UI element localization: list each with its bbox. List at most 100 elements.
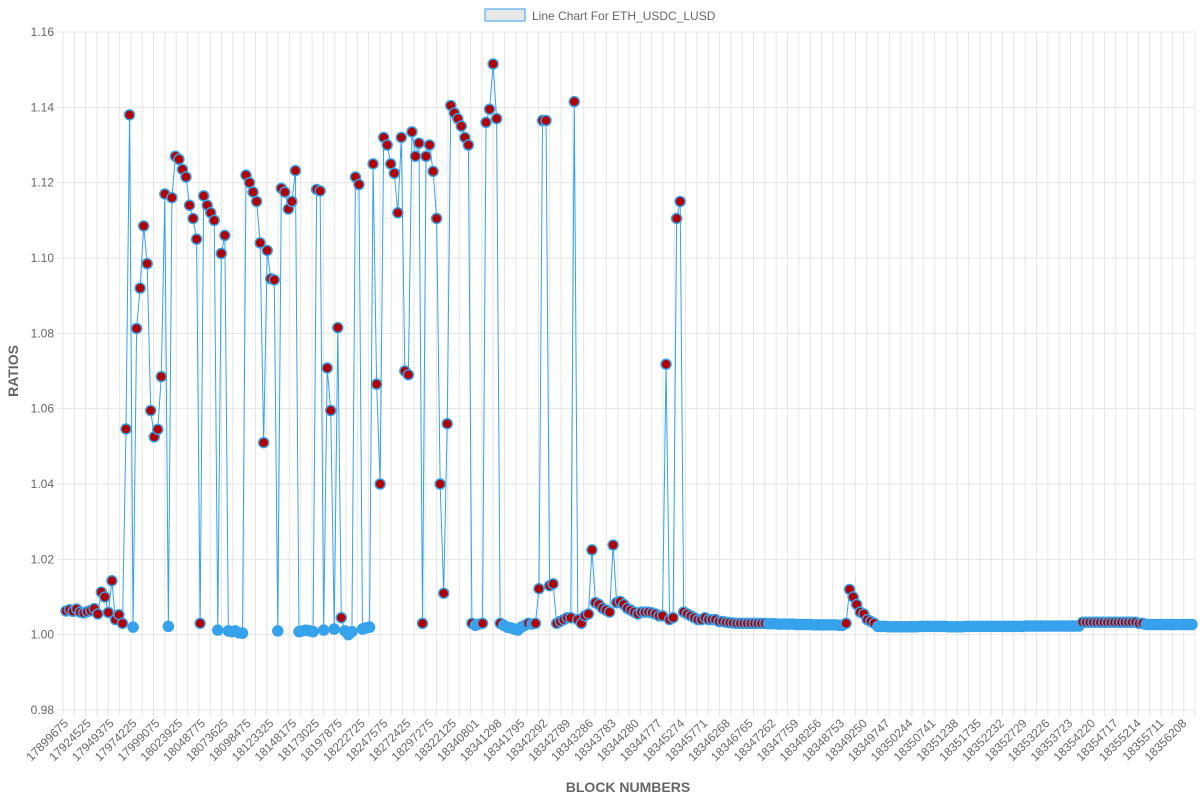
data-point[interactable] [250,195,263,208]
legend-swatch[interactable] [484,8,526,22]
data-point[interactable] [660,358,672,370]
data-point[interactable] [162,620,175,633]
data-point[interactable] [367,158,379,170]
data-point[interactable] [586,544,598,556]
data-point[interactable] [307,625,319,638]
data-point[interactable] [406,126,418,138]
data-point[interactable] [384,158,397,170]
data-point[interactable] [346,625,358,638]
data-point[interactable] [180,171,192,183]
data-point[interactable] [441,417,453,430]
data-point[interactable] [272,625,284,637]
data-point[interactable] [370,378,383,390]
data-point[interactable] [533,582,545,595]
data-point[interactable] [279,186,291,198]
data-point[interactable] [116,617,129,630]
data-point[interactable] [568,95,581,108]
y-tick-label: 1.16 [31,25,55,39]
data-point[interactable] [261,244,273,257]
data-point[interactable] [437,587,450,599]
data-point[interactable] [120,423,132,435]
data-point[interactable] [487,58,499,70]
data-point[interactable] [392,207,404,219]
data-point[interactable] [490,112,503,125]
data-point[interactable] [208,214,220,227]
data-point[interactable] [134,282,146,294]
data-point[interactable] [190,233,203,245]
data-point[interactable] [166,191,178,204]
data-point[interactable] [480,116,492,129]
data-point[interactable] [547,578,559,590]
data-point[interactable] [243,176,256,189]
data-point[interactable] [194,617,206,630]
data-point[interactable] [670,212,683,225]
data-point[interactable] [1186,618,1198,631]
data-point[interactable] [674,195,686,208]
y-tick-label: 1.12 [31,176,55,190]
data-point[interactable] [335,611,348,624]
data-point[interactable] [317,624,330,636]
data-point[interactable] [289,164,302,177]
data-point[interactable] [402,369,415,381]
data-point[interactable] [236,627,249,639]
data-point[interactable] [321,362,333,374]
data-point[interactable] [324,404,337,417]
data-point[interactable] [529,617,542,630]
data-point[interactable] [423,139,436,151]
data-point[interactable] [607,539,619,551]
data-point[interactable] [483,103,496,115]
data-point[interactable] [102,606,115,619]
data-point[interactable] [395,131,408,144]
data-point[interactable] [420,150,432,163]
data-point[interactable] [462,139,475,151]
data-point[interactable] [540,114,552,127]
data-point[interactable] [212,624,224,636]
data-point[interactable] [328,623,341,635]
data-point[interactable] [286,195,298,208]
data-point[interactable] [99,591,111,603]
data-point[interactable] [363,621,376,633]
data-point[interactable] [144,404,157,417]
data-point[interactable] [416,617,429,630]
data-point[interactable] [215,247,228,260]
chart-legend[interactable]: Line Chart For ETH_USDC_LUSD [484,8,716,23]
data-point[interactable] [413,137,425,149]
x-axis-title: BLOCK NUMBERS [566,779,690,795]
data-point[interactable] [314,185,326,197]
data-point[interactable] [427,165,439,178]
data-point[interactable] [197,190,210,202]
data-point[interactable] [127,621,139,633]
data-point[interactable] [603,606,616,618]
data-point[interactable] [187,212,199,225]
data-point[interactable] [667,611,679,624]
data-point[interactable] [388,167,401,179]
data-point[interactable] [257,436,270,449]
data-point[interactable] [434,478,446,490]
data-point[interactable] [219,229,231,242]
data-point[interactable] [254,237,266,249]
data-point[interactable] [332,321,344,334]
data-point[interactable] [840,617,852,630]
data-point[interactable] [268,274,281,286]
data-point[interactable] [455,120,468,132]
data-point[interactable] [106,575,118,587]
data-point[interactable] [381,139,393,151]
data-point[interactable] [183,199,196,212]
data-point[interactable] [141,257,153,270]
data-point[interactable] [92,608,104,620]
data-point[interactable] [430,212,443,225]
data-point[interactable] [353,178,365,191]
data-point[interactable] [152,423,164,436]
data-point[interactable] [123,109,136,121]
data-point[interactable] [247,186,259,198]
data-point[interactable] [155,370,168,383]
data-point[interactable] [137,220,150,232]
data-point[interactable] [173,153,185,166]
data-point[interactable] [130,322,143,335]
data-point[interactable] [582,608,595,620]
data-point[interactable] [476,617,489,630]
legend-label[interactable]: Line Chart For ETH_USDC_LUSD [532,9,716,23]
data-point[interactable] [374,478,386,490]
data-point[interactable] [409,150,422,163]
